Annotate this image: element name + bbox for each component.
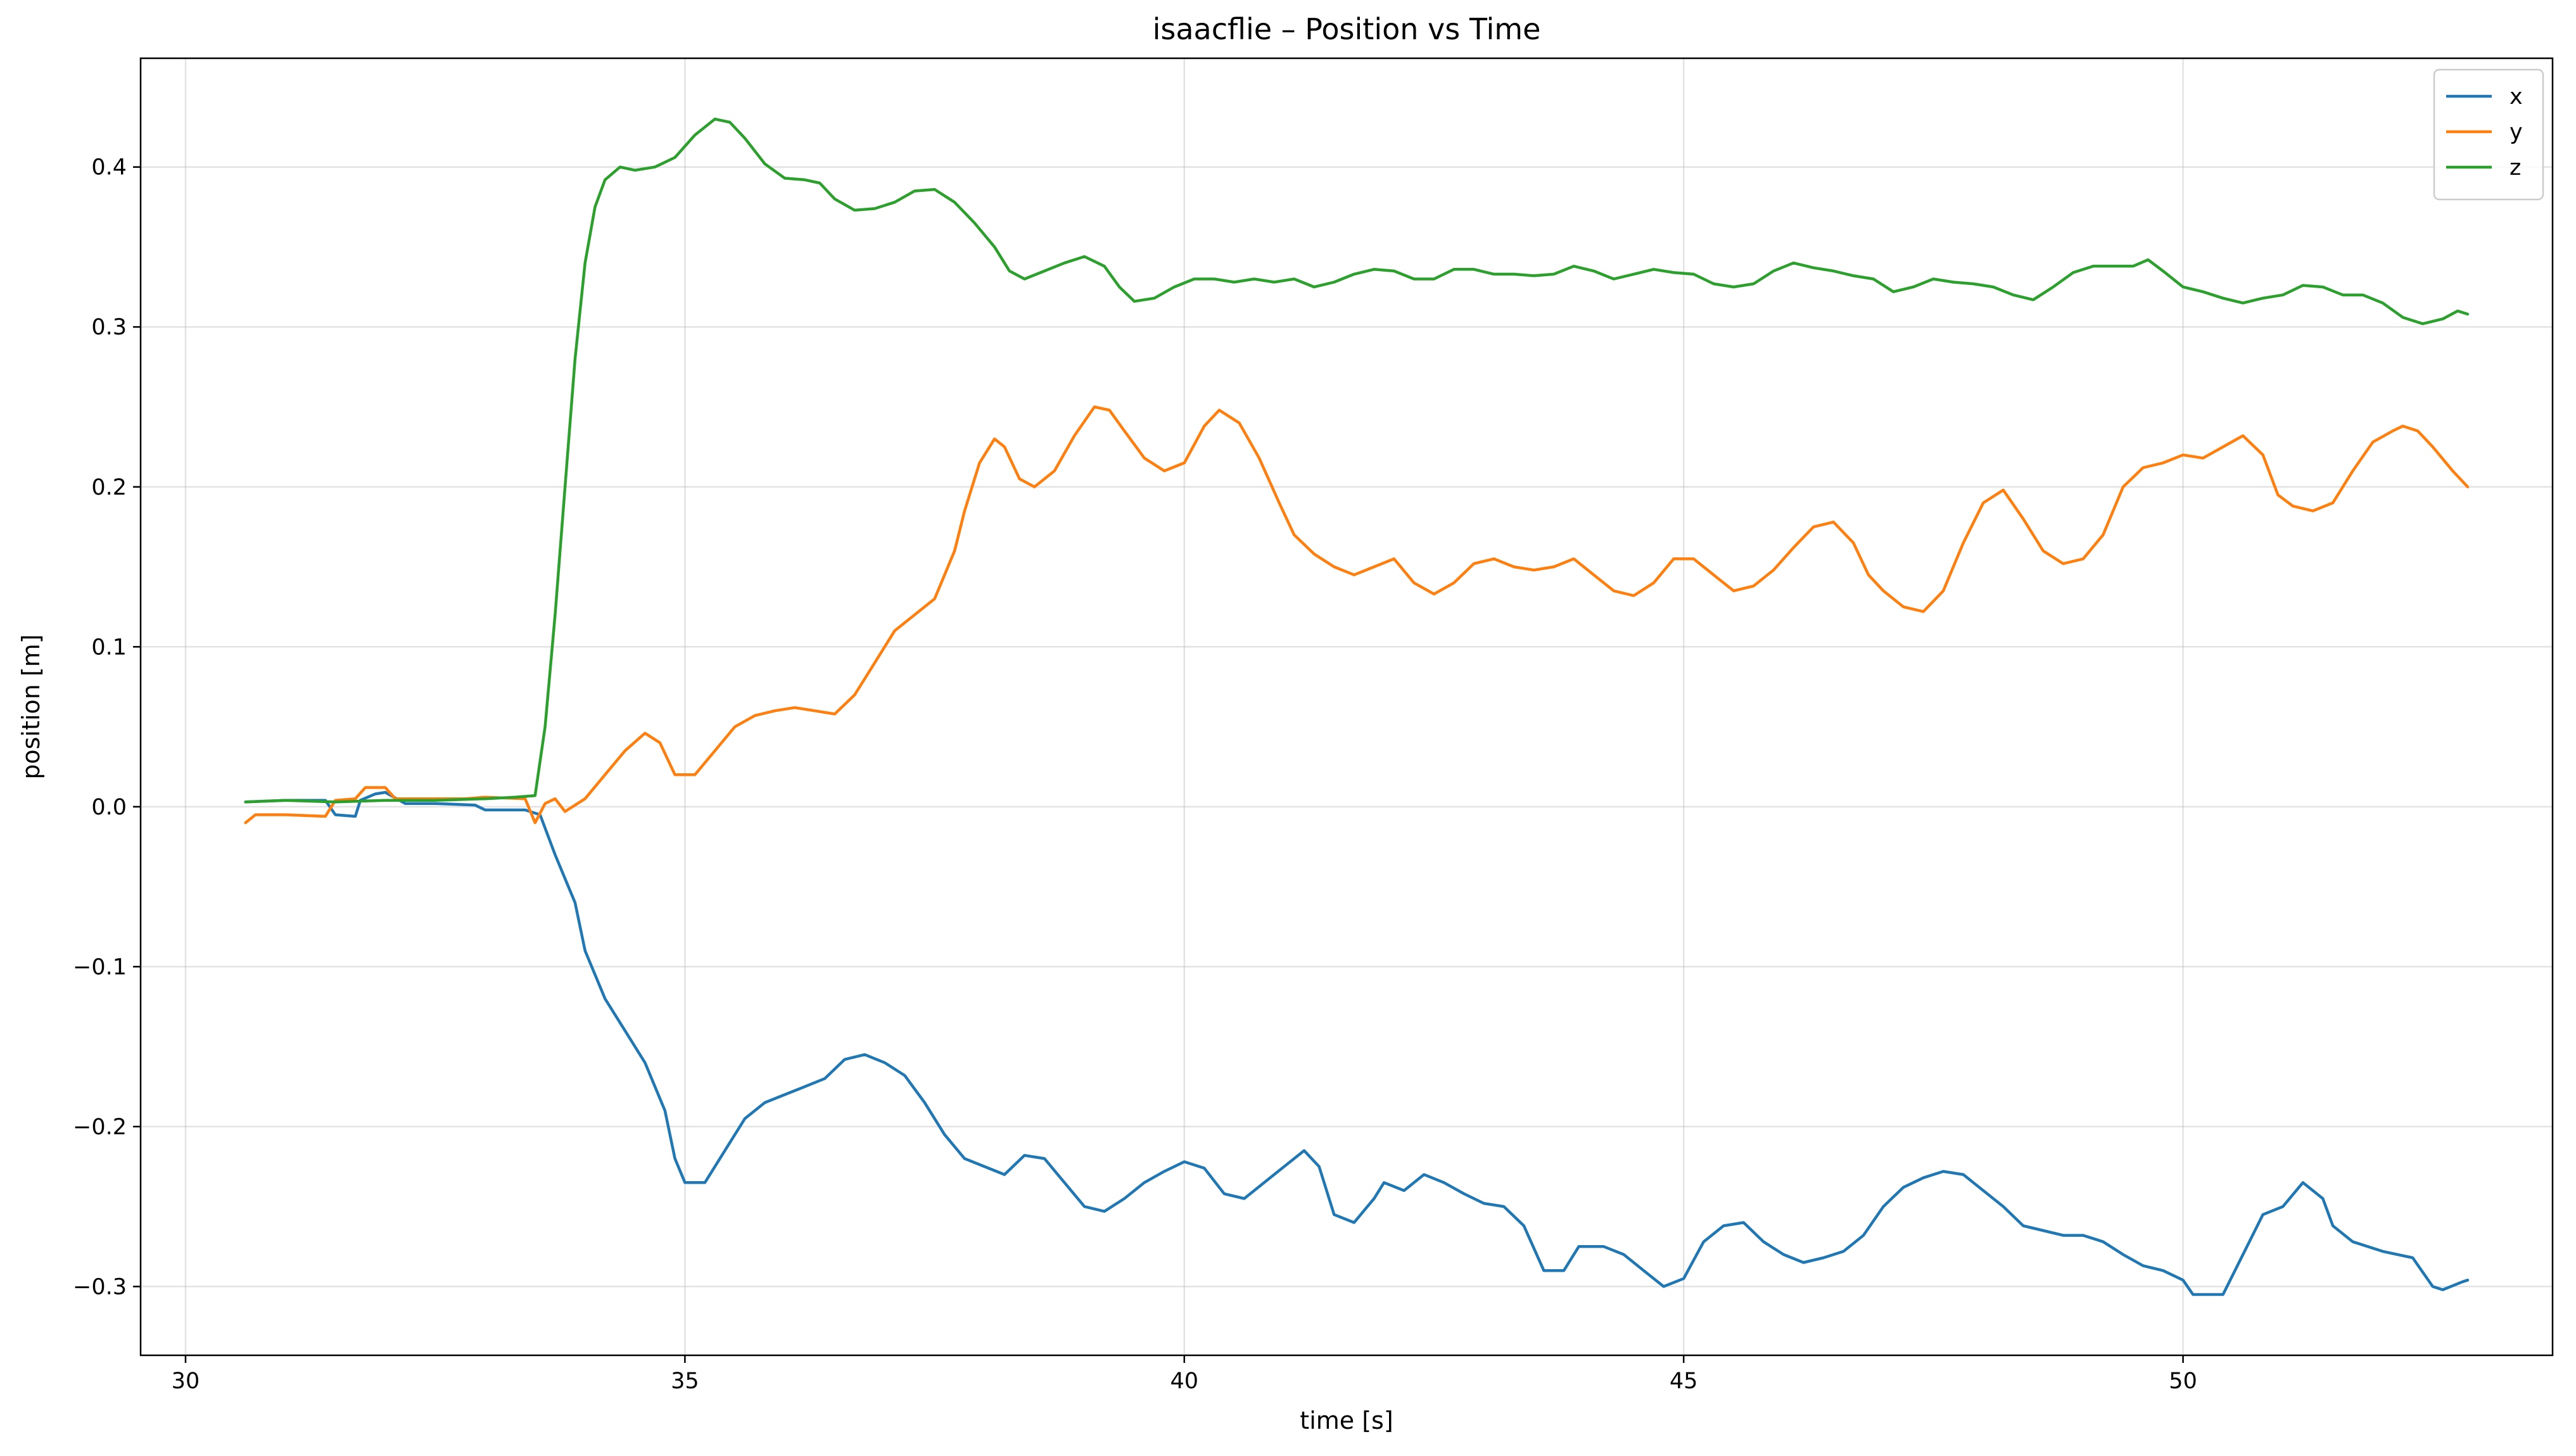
y-tick-label: −0.3: [73, 1274, 127, 1300]
x-axis-label: time [s]: [1300, 1407, 1393, 1434]
legend-label-x: x: [2509, 84, 2523, 110]
y-axis: −0.3 −0.2 −0.1 0.0 0.1 0.2 0.3 0.4: [73, 155, 141, 1300]
x-tick-label: 35: [671, 1369, 699, 1394]
series-line-x: [244, 790, 2470, 1296]
x-axis: 30 35 40 45 50: [172, 1355, 2197, 1394]
legend-label-z: z: [2509, 155, 2521, 180]
legend-box: [2433, 68, 2544, 201]
y-tick-label: 0.3: [91, 315, 127, 340]
legend: xyz: [2433, 68, 2544, 201]
y-tick-label: −0.2: [73, 1115, 127, 1140]
y-axis-label: position [m]: [17, 634, 45, 779]
grid: [141, 58, 2553, 1355]
chart-title: isaacflie – Position vs Time: [1153, 12, 1541, 46]
series-line-y: [244, 405, 2470, 825]
legend-label-y: y: [2509, 120, 2523, 145]
y-tick-label: 0.4: [91, 155, 127, 180]
x-tick-label: 30: [172, 1369, 200, 1394]
series-line-z: [244, 117, 2470, 804]
y-tick-label: 0.0: [91, 795, 127, 820]
x-tick-label: 45: [1670, 1369, 1698, 1394]
x-tick-label: 40: [1170, 1369, 1198, 1394]
plot-frame: [139, 57, 2554, 1357]
x-tick-label: 50: [2169, 1369, 2197, 1394]
y-tick-label: 0.2: [91, 475, 127, 500]
y-tick-label: −0.1: [73, 954, 127, 980]
series-layer: [244, 117, 2470, 1296]
y-tick-label: 0.1: [91, 635, 127, 660]
